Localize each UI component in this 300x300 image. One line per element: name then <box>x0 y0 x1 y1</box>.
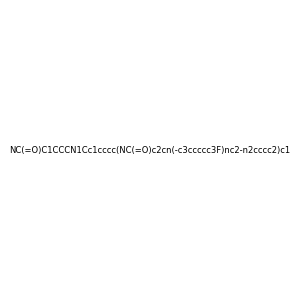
Text: NC(=O)C1CCCN1Cc1cccc(NC(=O)c2cn(-c3ccccc3F)nc2-n2cccc2)c1: NC(=O)C1CCCN1Cc1cccc(NC(=O)c2cn(-c3ccccc… <box>9 146 291 154</box>
